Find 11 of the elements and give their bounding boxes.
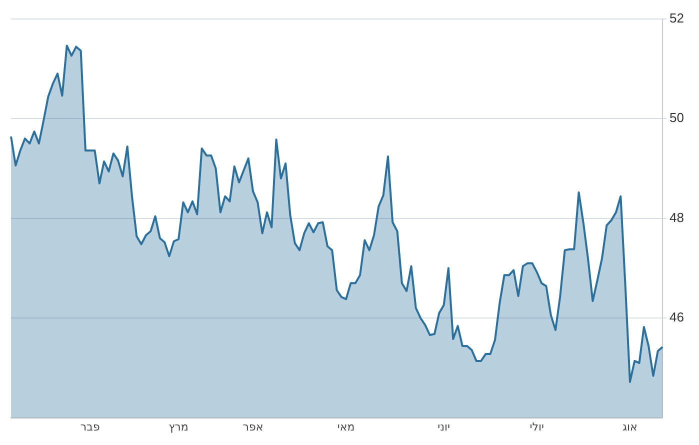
x-tick-label: יולי [530, 420, 544, 434]
x-tick-label: פבר [80, 420, 100, 434]
y-tick-label: 48 [670, 210, 684, 225]
x-tick-label: אפר [242, 420, 264, 434]
y-tick-label: 50 [670, 110, 684, 126]
y-tick-label: 46 [670, 310, 684, 325]
x-tick-label: אוג [622, 420, 638, 434]
x-tick-label: יוני [438, 420, 450, 434]
x-tick-label: מרץ [168, 420, 188, 434]
y-tick-label: 52 [670, 10, 684, 26]
x-tick-label: מאי [337, 420, 355, 434]
